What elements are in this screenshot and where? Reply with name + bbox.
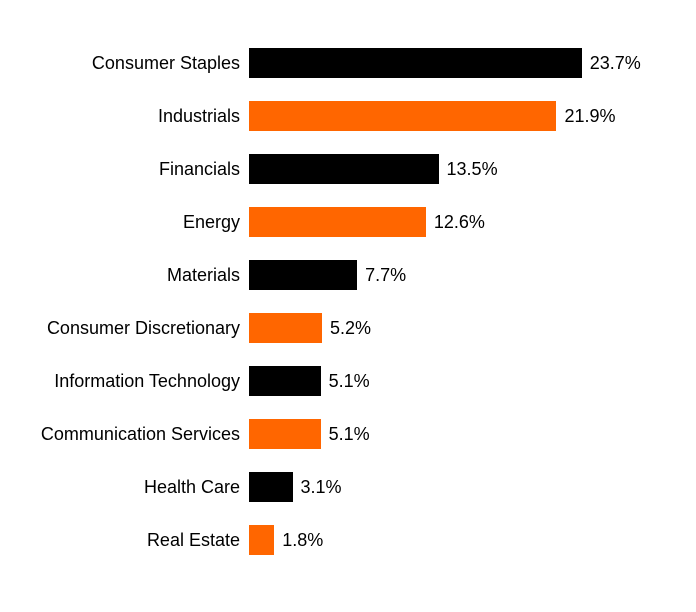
category-label: Health Care bbox=[10, 472, 240, 502]
category-label: Energy bbox=[10, 207, 240, 237]
category-label: Consumer Staples bbox=[10, 48, 240, 78]
chart-row: Real Estate 1.8% bbox=[0, 525, 696, 555]
category-label: Communication Services bbox=[10, 419, 240, 449]
category-label: Materials bbox=[10, 260, 240, 290]
value-label: 3.1% bbox=[301, 472, 342, 502]
chart-row: Industrials 21.9% bbox=[0, 101, 696, 131]
value-label: 21.9% bbox=[564, 101, 615, 131]
chart-row: Communication Services 5.1% bbox=[0, 419, 696, 449]
value-label: 5.1% bbox=[329, 419, 370, 449]
chart-row: Consumer Discretionary 5.2% bbox=[0, 313, 696, 343]
chart-row: Materials 7.7% bbox=[0, 260, 696, 290]
value-label: 5.2% bbox=[330, 313, 371, 343]
chart-row: Information Technology 5.1% bbox=[0, 366, 696, 396]
value-label: 12.6% bbox=[434, 207, 485, 237]
bar bbox=[249, 419, 321, 449]
bar bbox=[249, 260, 357, 290]
bar bbox=[249, 313, 322, 343]
value-label: 7.7% bbox=[365, 260, 406, 290]
bar bbox=[249, 154, 439, 184]
bar bbox=[249, 101, 556, 131]
bar bbox=[249, 366, 321, 396]
category-label: Information Technology bbox=[10, 366, 240, 396]
chart-row: Consumer Staples 23.7% bbox=[0, 48, 696, 78]
bar bbox=[249, 207, 426, 237]
sector-breakdown-chart: Consumer Staples 23.7% Industrials 21.9%… bbox=[0, 0, 696, 612]
chart-row: Energy 12.6% bbox=[0, 207, 696, 237]
bar bbox=[249, 525, 274, 555]
value-label: 23.7% bbox=[590, 48, 641, 78]
chart-row: Financials 13.5% bbox=[0, 154, 696, 184]
value-label: 5.1% bbox=[329, 366, 370, 396]
category-label: Industrials bbox=[10, 101, 240, 131]
category-label: Financials bbox=[10, 154, 240, 184]
category-label: Consumer Discretionary bbox=[10, 313, 240, 343]
chart-row: Health Care 3.1% bbox=[0, 472, 696, 502]
bar bbox=[249, 472, 293, 502]
category-label: Real Estate bbox=[10, 525, 240, 555]
value-label: 13.5% bbox=[447, 154, 498, 184]
value-label: 1.8% bbox=[282, 525, 323, 555]
bar bbox=[249, 48, 582, 78]
